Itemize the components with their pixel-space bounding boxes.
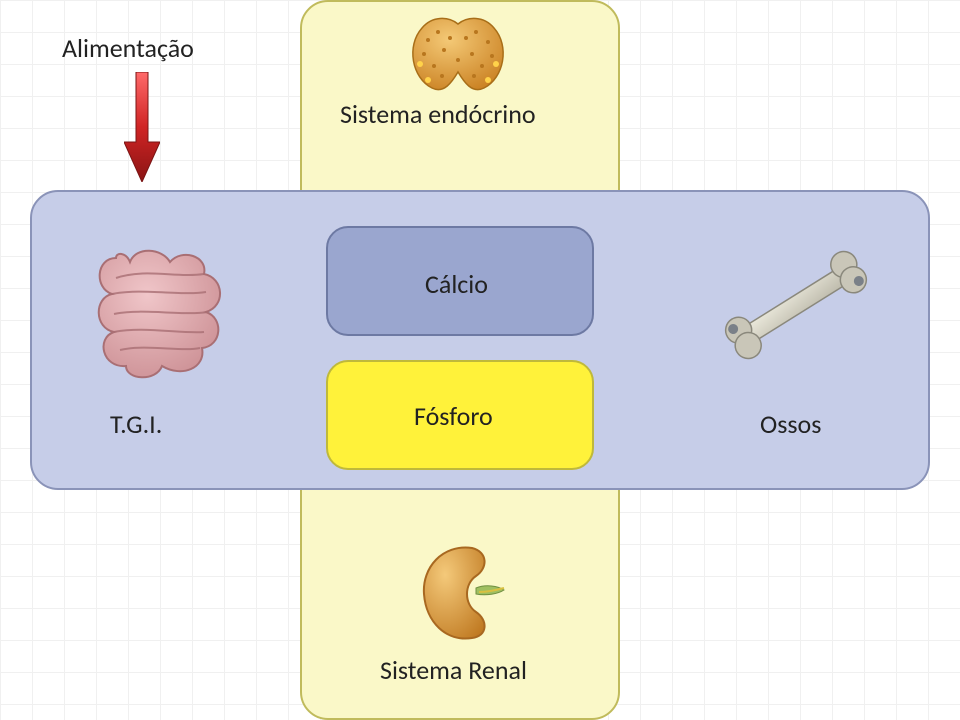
- label-sistema-renal: Sistema Renal: [380, 654, 527, 686]
- kidney-icon: [416, 540, 506, 644]
- label-ossos: Ossos: [760, 408, 821, 440]
- thyroid-icon: [398, 10, 518, 96]
- down-arrow-icon: [124, 72, 160, 182]
- bone-icon: [706, 230, 886, 380]
- label-alimentacao: Alimentação: [62, 32, 194, 64]
- label-calcio: Cálcio: [425, 268, 488, 300]
- intestine-icon: [86, 238, 236, 388]
- label-fosforo: Fósforo: [414, 400, 493, 432]
- label-sistema-endocrino: Sistema endócrino: [340, 98, 536, 130]
- label-tgi: T.G.I.: [110, 408, 162, 440]
